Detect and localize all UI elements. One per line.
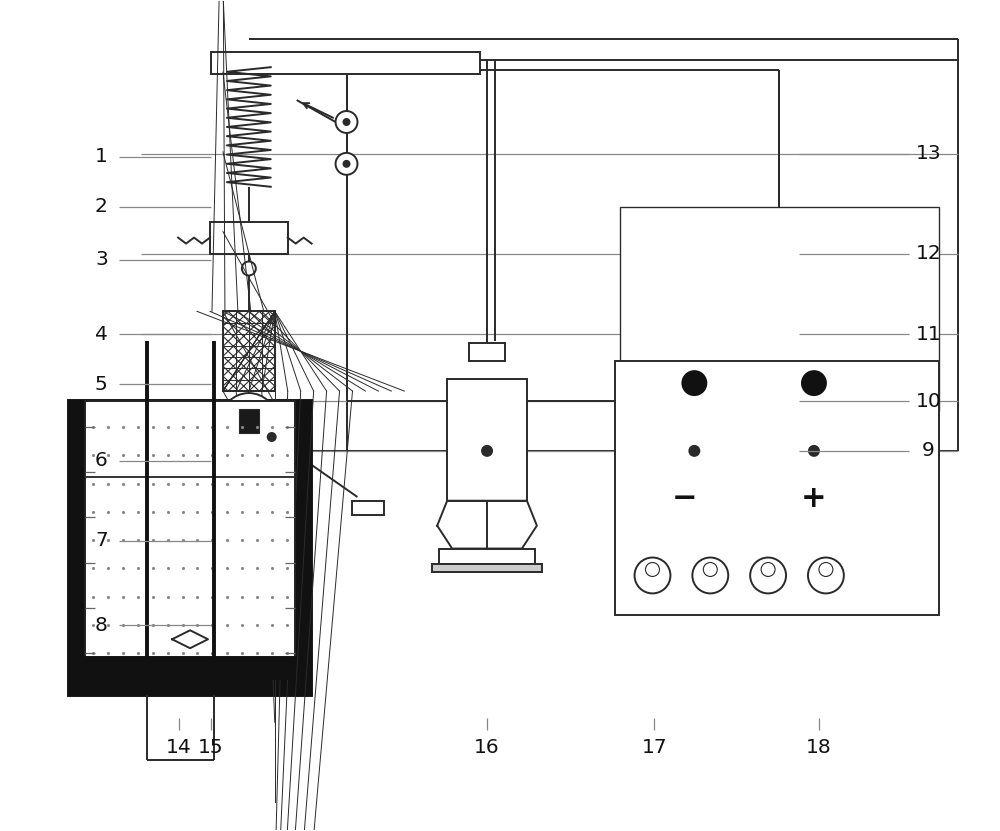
Circle shape [343,160,351,168]
Text: 2: 2 [95,197,108,216]
Circle shape [343,118,351,126]
Text: +: + [801,484,827,514]
Text: 11: 11 [916,325,941,344]
Bar [85,401,295,679]
Circle shape [635,558,670,593]
Text: 13: 13 [916,145,941,164]
Bar [69,401,311,695]
Circle shape [801,370,827,396]
Circle shape [808,558,844,593]
Bar [615,361,939,615]
Bar [211,52,480,74]
Circle shape [336,153,357,175]
Circle shape [336,111,357,133]
Text: 10: 10 [916,391,941,411]
Circle shape [750,558,786,593]
Circle shape [819,563,833,577]
Circle shape [703,563,717,577]
Circle shape [221,393,277,449]
Text: 15: 15 [198,739,224,757]
Text: 17: 17 [642,739,667,757]
Circle shape [761,563,775,577]
Text: 5: 5 [95,375,108,394]
Text: 4: 4 [95,325,108,344]
Bar [210,222,288,253]
Bar [432,563,542,573]
Circle shape [808,445,820,457]
Circle shape [692,558,728,593]
Bar [447,379,527,501]
Bar [469,343,505,361]
Text: 7: 7 [95,531,108,550]
Text: 18: 18 [806,739,832,757]
Bar [620,207,939,411]
Bar [85,657,295,679]
Text: 3: 3 [95,250,108,269]
Text: 6: 6 [95,451,108,470]
Text: 1: 1 [95,147,108,166]
Bar [352,501,384,515]
Bar [439,548,535,566]
Text: 8: 8 [95,616,108,635]
Polygon shape [437,501,537,548]
Circle shape [481,445,493,457]
Circle shape [267,432,277,442]
Bar [223,312,275,391]
Text: 9: 9 [922,441,935,460]
Text: −: − [672,484,697,514]
Text: 14: 14 [166,739,192,757]
Circle shape [681,370,707,396]
Circle shape [242,262,256,275]
Text: 12: 12 [916,244,941,263]
Circle shape [646,563,659,577]
Circle shape [688,445,700,457]
Bar [239,409,259,433]
Text: 16: 16 [474,739,500,757]
